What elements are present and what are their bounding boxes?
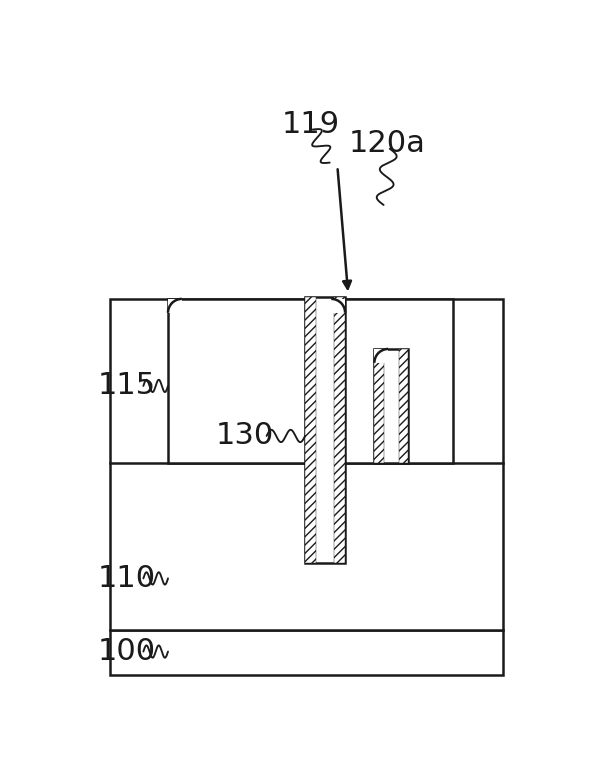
Text: 119: 119 — [282, 110, 340, 139]
Bar — [374, 349, 384, 463]
Bar — [168, 299, 182, 313]
Text: 110: 110 — [98, 564, 157, 593]
Bar — [305, 297, 316, 563]
Bar — [331, 299, 345, 313]
Bar — [374, 349, 408, 463]
Bar — [110, 630, 503, 675]
Text: 100: 100 — [98, 637, 157, 666]
Text: 115: 115 — [98, 372, 157, 401]
Bar — [374, 349, 388, 363]
Bar — [168, 299, 453, 463]
Bar — [110, 299, 503, 630]
Bar — [305, 297, 345, 563]
Bar — [334, 297, 345, 563]
Text: 130: 130 — [216, 422, 274, 451]
Text: 120a: 120a — [349, 129, 426, 158]
Bar — [399, 349, 408, 463]
